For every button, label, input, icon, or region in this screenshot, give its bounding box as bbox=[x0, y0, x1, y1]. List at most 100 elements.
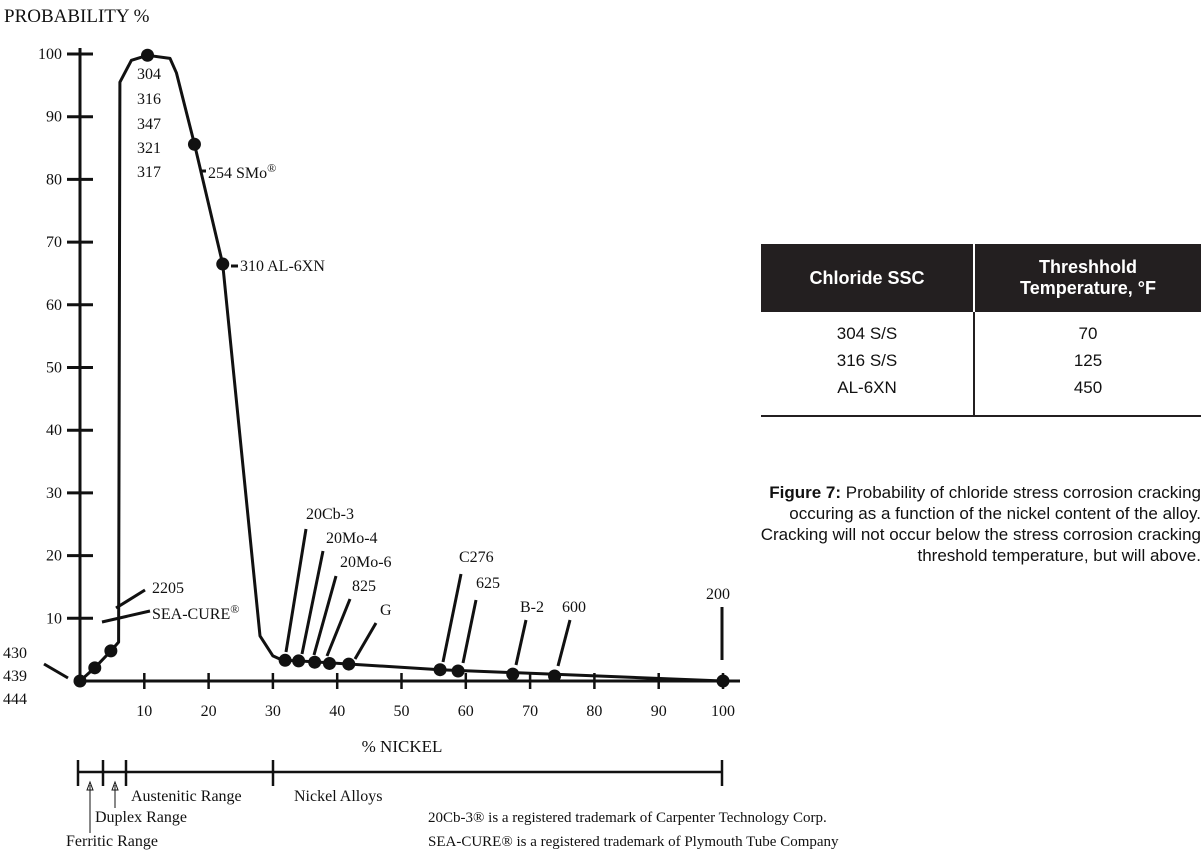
y-tick-label: 40 bbox=[46, 422, 62, 439]
table-header-threshold-temp: Threshhold Temperature, °F bbox=[974, 244, 1201, 312]
range-label-ferritic: Ferritic Range bbox=[66, 833, 158, 850]
table-cell: 125 bbox=[1073, 350, 1103, 370]
table-cell: 304 S/S bbox=[761, 312, 975, 347]
point-label-b-2: B-2 bbox=[520, 599, 544, 616]
trademark-notes: 20Cb-3® is a registered trademark of Car… bbox=[428, 810, 839, 850]
point-label-200: 200 bbox=[706, 586, 730, 603]
y-tick-label: 50 bbox=[46, 360, 62, 377]
y-tick-label: 80 bbox=[46, 171, 62, 188]
point-label-430: 430 bbox=[3, 645, 27, 662]
data-point bbox=[548, 669, 562, 683]
label-leaders bbox=[43, 169, 724, 680]
x-tick-label: 70 bbox=[522, 703, 538, 720]
table-cell: 450 bbox=[1073, 377, 1103, 397]
range-label-nickel-alloys: Nickel Alloys bbox=[294, 788, 382, 805]
threshold-table: Chloride SSC Threshhold Temperature, °F … bbox=[761, 244, 1201, 417]
point-label-321: 321 bbox=[137, 140, 161, 157]
data-point bbox=[73, 674, 87, 688]
point-label-310-al-6xn: 310 AL-6XN bbox=[240, 258, 325, 275]
point-label-g: G bbox=[380, 602, 392, 619]
label-leader-line bbox=[353, 622, 378, 660]
label-leader-line bbox=[514, 619, 528, 666]
y-tick-label: 20 bbox=[46, 548, 62, 565]
label-leader-line bbox=[556, 619, 572, 667]
data-point bbox=[308, 655, 322, 669]
x-tick-label: 60 bbox=[458, 703, 474, 720]
x-tick-label: 40 bbox=[329, 703, 345, 720]
table-cell: AL-6XN bbox=[761, 374, 975, 416]
table-row: AL-6XN 450 bbox=[761, 374, 1201, 416]
table-row: 316 S/S 125 bbox=[761, 347, 1201, 374]
data-point bbox=[104, 644, 118, 658]
table-row: 304 S/S 70 bbox=[761, 312, 1201, 347]
range-label-duplex: Duplex Range bbox=[95, 809, 187, 826]
label-leader-line bbox=[101, 609, 151, 624]
y-tick-label: 70 bbox=[46, 234, 62, 251]
data-point bbox=[216, 257, 230, 271]
point-label-304: 304 bbox=[137, 66, 161, 83]
data-point bbox=[451, 664, 465, 678]
x-tick-label: 20 bbox=[201, 703, 217, 720]
label-leader-line bbox=[325, 598, 352, 657]
point-label-sea-cure: SEA-CURE® bbox=[152, 602, 239, 623]
x-tick-label: 90 bbox=[651, 703, 667, 720]
label-leader-line bbox=[115, 588, 146, 610]
data-point bbox=[506, 667, 520, 681]
range-scale: Austenitic Range Nickel Alloys Duplex Ra… bbox=[66, 760, 724, 850]
label-leader-line bbox=[312, 575, 338, 656]
point-label-444: 444 bbox=[3, 691, 27, 708]
y-tick-label: 60 bbox=[46, 297, 62, 314]
axes: 10 20 30 40 50 60 70 80 90 100 10 20 30 40 50 60 70 80 90 1… bbox=[38, 46, 740, 720]
point-label-254-smo-text: 254 SMo bbox=[208, 165, 267, 182]
figure-caption-label: Figure 7: bbox=[769, 483, 842, 502]
y-axis-label: PROBABILITY % bbox=[4, 6, 150, 27]
x-axis-label: % NICKEL bbox=[362, 737, 443, 756]
range-label-austenitic: Austenitic Range bbox=[131, 788, 242, 805]
point-label-20cb-3: 20Cb-3 bbox=[306, 506, 354, 523]
table-cell: 316 S/S bbox=[761, 347, 975, 374]
point-label-439: 439 bbox=[3, 668, 27, 685]
x-tick-label: 100 bbox=[711, 703, 735, 720]
data-point bbox=[187, 137, 201, 151]
figure-caption-text: Probability of chloride stress corrosion… bbox=[760, 483, 1201, 565]
point-label-600: 600 bbox=[562, 599, 586, 616]
x-tick-label: 10 bbox=[136, 703, 152, 720]
label-leader-line bbox=[300, 550, 325, 655]
trademark-note-20cb3: 20Cb-3® is a registered trademark of Car… bbox=[428, 810, 827, 826]
data-point bbox=[322, 656, 336, 670]
point-label-20mo-4: 20Mo-4 bbox=[326, 530, 378, 547]
point-label-825: 825 bbox=[352, 578, 376, 595]
trademark-note-sea-cure: SEA-CURE® is a registered trademark of P… bbox=[428, 834, 839, 850]
figure-caption: Figure 7: Probability of chloride stress… bbox=[755, 482, 1201, 566]
y-tick-label: 100 bbox=[38, 46, 62, 63]
registered-mark: ® bbox=[267, 161, 276, 175]
data-point bbox=[141, 48, 155, 62]
data-point bbox=[716, 674, 730, 688]
y-tick-label: 30 bbox=[46, 485, 62, 502]
table-cell: 70 bbox=[1078, 323, 1098, 343]
table-header-chloride-ssc: Chloride SSC bbox=[761, 244, 975, 312]
point-label-317: 317 bbox=[137, 164, 161, 181]
registered-mark: ® bbox=[230, 602, 239, 616]
data-point bbox=[433, 663, 447, 677]
label-leader-line bbox=[43, 662, 69, 680]
point-label-316: 316 bbox=[137, 91, 161, 108]
point-label-347: 347 bbox=[137, 116, 161, 133]
point-label-625: 625 bbox=[476, 575, 500, 592]
data-point bbox=[292, 654, 306, 668]
x-tick-label: 80 bbox=[586, 703, 602, 720]
point-label-20mo-6: 20Mo-6 bbox=[340, 554, 392, 571]
x-tick-label: 30 bbox=[265, 703, 281, 720]
label-leader-line bbox=[461, 599, 478, 664]
data-point bbox=[88, 661, 102, 675]
data-point bbox=[278, 653, 292, 667]
y-tick-label: 90 bbox=[46, 109, 62, 126]
point-label-2205: 2205 bbox=[152, 580, 184, 597]
label-leader-line bbox=[284, 528, 308, 653]
table-header-row: Chloride SSC Threshhold Temperature, °F bbox=[761, 244, 1201, 312]
point-labels: 430 439 444 2205 SEA-CURE® 304 316 347 3… bbox=[3, 66, 730, 708]
point-label-254-smo: 254 SMo® bbox=[208, 161, 276, 182]
point-label-sea-cure-text: SEA-CURE bbox=[152, 606, 230, 623]
x-tick-label: 50 bbox=[394, 703, 410, 720]
